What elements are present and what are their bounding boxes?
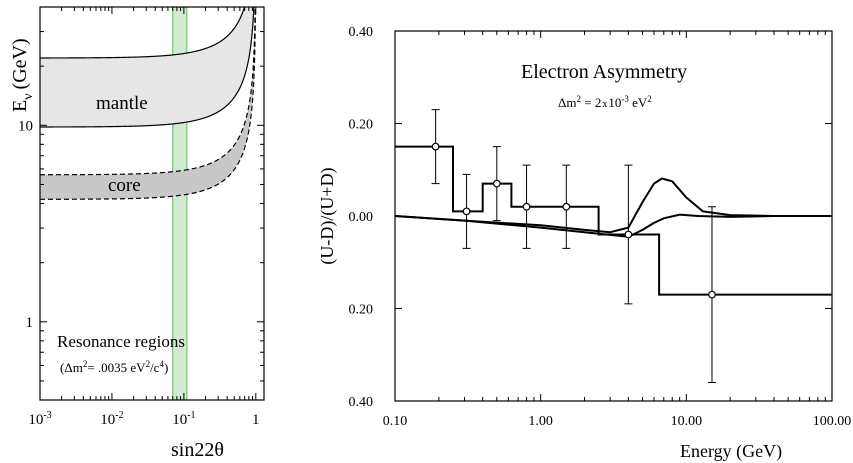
left-x-tick-mantissa: 10 xyxy=(100,412,115,428)
model-curve-1 xyxy=(395,177,832,234)
right-y-tick-label: 0.00 xyxy=(349,210,374,225)
right-chart-title: Electron Asymmetry xyxy=(521,61,687,83)
band-fill-core xyxy=(40,7,256,200)
step-histogram xyxy=(395,145,832,296)
right-chart-electron-asymmetry: 0.10 1.00 10.00 100.000.400.200.000.200.40 … xyxy=(317,25,851,462)
band-label-mantle: mantle xyxy=(96,93,148,114)
left-x-tick-label: 10-3 xyxy=(28,410,51,428)
left-x-tick-mantissa: 10 xyxy=(28,412,43,428)
data-point xyxy=(522,202,531,211)
left-x-tick-exponent: -2 xyxy=(115,410,123,421)
annotation-formula: (Δm2= .0035 eV2/c4) xyxy=(60,359,168,375)
right-x-tick-label: 10.00 xyxy=(671,414,703,429)
left-x-tick-label: 1 xyxy=(252,412,260,428)
annotation-title: Resonance regions xyxy=(57,332,185,351)
band-lower-curve-core xyxy=(40,7,256,200)
left-x-tick-exponent: -1 xyxy=(187,410,195,421)
left-x-tick-mantissa: 10 xyxy=(172,412,187,428)
model-curve-2 xyxy=(395,213,832,238)
right-x-axis-label: Energy (GeV) xyxy=(680,441,782,462)
data-point xyxy=(562,202,571,211)
data-point xyxy=(462,207,471,216)
left-x-tick-label: 10-1 xyxy=(172,410,195,428)
band-lower-curve-mantle xyxy=(40,7,255,128)
right-x-tick-label: 0.10 xyxy=(383,414,408,429)
right-y-axis-label: (U-D)/(U+D) xyxy=(317,167,338,264)
left-x-tick-exponent: -3 xyxy=(43,410,51,421)
right-y-tick-label: 0.20 xyxy=(349,303,374,318)
band-label-core: core xyxy=(108,175,141,196)
left-y-tick-label: 10 xyxy=(18,118,33,134)
data-point xyxy=(624,230,633,239)
data-point xyxy=(492,179,501,188)
data-point xyxy=(431,142,440,151)
right-y-tick-label: 0.40 xyxy=(349,25,374,40)
band-upper-curve-mantle xyxy=(40,7,246,59)
right-chart-subtitle: Δm2 = 2x10-3 eV2 xyxy=(558,94,652,110)
left-x-axis-label: sin22θ xyxy=(171,439,224,461)
left-x-tick-label: 10-2 xyxy=(100,410,123,428)
left-y-tick-label: 1 xyxy=(26,315,34,331)
left-y-axis-label: Eν(GeV) xyxy=(9,38,36,112)
right-x-tick-label: 1.00 xyxy=(528,414,553,429)
band-upper-curve-core xyxy=(40,7,256,176)
right-x-tick-label: 100.00 xyxy=(813,414,852,429)
data-point xyxy=(708,290,716,299)
left-x-tick-mantissa: 1 xyxy=(252,412,260,428)
band-fill-mantle xyxy=(40,7,254,127)
right-y-tick-label: 0.20 xyxy=(349,118,374,133)
right-y-tick-label: 0.40 xyxy=(349,395,374,410)
